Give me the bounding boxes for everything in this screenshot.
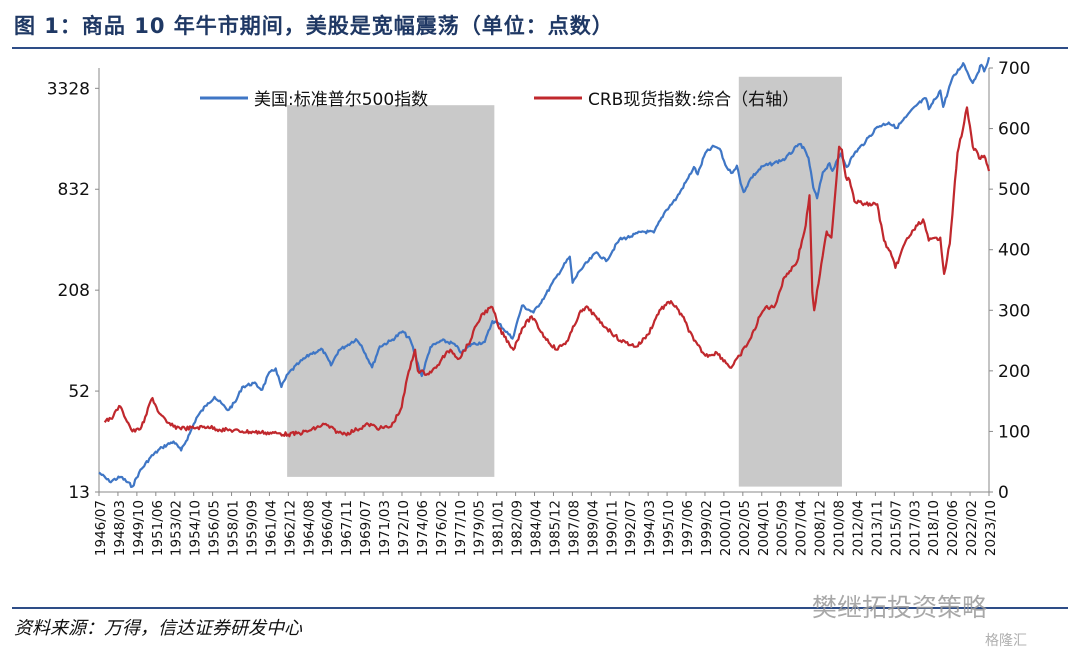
x-tick-label: 1977/10: [453, 500, 469, 556]
right-tick-label: 400: [998, 241, 1030, 261]
x-tick-label: 1982/09: [510, 500, 526, 556]
x-tick-label: 1949/10: [131, 500, 147, 556]
left-tick-label: 13: [68, 483, 90, 503]
x-tick-label: 1979/05: [472, 500, 488, 556]
left-tick-label: 208: [58, 281, 90, 301]
x-tick-label: 1997/06: [680, 500, 696, 556]
x-tick-label: 2010/08: [832, 500, 848, 556]
x-tick-label: 1976/02: [434, 500, 450, 556]
title-rule: [12, 47, 1068, 49]
x-tick-label: 1981/01: [491, 500, 507, 556]
x-tick-label: 1954/10: [188, 500, 204, 556]
x-tick-label: 2004/01: [756, 500, 772, 556]
x-tick-label: 2008/12: [813, 500, 829, 556]
x-tick-label: 1974/06: [415, 500, 431, 556]
x-tick-label: 2012/04: [850, 500, 866, 556]
x-tick-label: 1953/02: [169, 500, 185, 556]
x-tick-label: 1990/11: [604, 500, 620, 556]
right-tick-label: 0: [998, 483, 1009, 503]
source-rule: [12, 607, 1068, 609]
x-tick-label: 1971/03: [377, 500, 393, 556]
x-tick-label: 1961/04: [263, 500, 279, 556]
legend: 美国:标准普尔500指数 CRB现货指数:综合（右轴）: [200, 90, 799, 110]
left-tick-label: 832: [58, 180, 90, 200]
x-tick-label: 1995/10: [661, 500, 677, 556]
left-tick-label: 3328: [47, 79, 90, 99]
shaded-periods: [287, 76, 842, 487]
x-tick-label: 1964/08: [301, 500, 317, 556]
x-tick-label: 2005/09: [775, 500, 791, 556]
x-tick-label: 2002/05: [737, 500, 753, 556]
watermark-logo: 格隆汇: [985, 633, 1027, 649]
left-tick-label: 52: [68, 382, 90, 402]
legend-label: CRB现货指数:综合（右轴）: [588, 90, 799, 110]
x-tick-label: 1999/02: [699, 500, 715, 556]
right-tick-label: 300: [998, 301, 1030, 321]
x-tick-label: 1984/04: [529, 500, 545, 556]
shaded-period: [738, 76, 842, 487]
series-lines: [98, 57, 991, 488]
right-tick-label: 700: [998, 59, 1030, 79]
x-tick-label: 1967/11: [339, 500, 355, 556]
shaded-period: [287, 105, 495, 477]
x-tick-label: 1992/07: [623, 500, 639, 556]
x-tick-label: 2018/10: [926, 500, 942, 556]
x-tick-label: 1969/07: [358, 500, 374, 556]
x-tick-label: 1972/10: [396, 500, 412, 556]
x-tick-label: 1985/12: [547, 500, 563, 556]
x-tick-label: 1958/01: [226, 500, 242, 556]
sp500-line: [98, 57, 991, 488]
x-tick-label: 1959/09: [244, 500, 260, 556]
x-tick-label: 1948/03: [112, 500, 128, 556]
source-note: 资料来源：万得，信达证券研发中心: [14, 618, 302, 639]
x-tick-label: 2017/03: [907, 500, 923, 556]
x-tick-label: 2022/02: [964, 500, 980, 556]
axes: 13 52 208 832 3328 0 100 200 300 400 500 600 700 1946…: [47, 59, 1031, 556]
right-tick-label: 200: [998, 362, 1030, 382]
right-tick-label: 600: [998, 120, 1030, 140]
x-tick-label: 1987/08: [566, 500, 582, 556]
x-tick-label: 1962/12: [282, 500, 298, 556]
x-tick-label: 2007/04: [794, 500, 810, 556]
watermark: 樊继拓投资策略: [812, 593, 988, 622]
x-tick-label: 1951/06: [150, 500, 166, 556]
chart: 13 52 208 832 3328 0 100 200 300 400 500 600 700 1946…: [47, 57, 1031, 556]
right-tick-label: 100: [998, 422, 1030, 442]
x-tick-label: 1956/05: [207, 500, 223, 556]
x-tick-label: 2020/06: [945, 500, 961, 556]
crb-line: [103, 106, 991, 438]
figure-title: 图 1：商品 10 年牛市期间，美股是宽幅震荡（单位：点数）: [14, 14, 614, 38]
x-tick-label: 1989/04: [585, 500, 601, 556]
x-tick-label: 2000/10: [718, 500, 734, 556]
right-tick-label: 500: [998, 180, 1030, 200]
x-tick-label: 2015/07: [888, 500, 904, 556]
x-tick-label: 1966/04: [320, 500, 336, 556]
x-tick-label: 2013/11: [869, 500, 885, 556]
legend-label: 美国:标准普尔500指数: [254, 90, 428, 110]
x-tick-label: 2023/10: [983, 500, 999, 556]
x-tick-label: 1946/07: [93, 500, 109, 556]
x-tick-label: 1994/03: [642, 500, 658, 556]
